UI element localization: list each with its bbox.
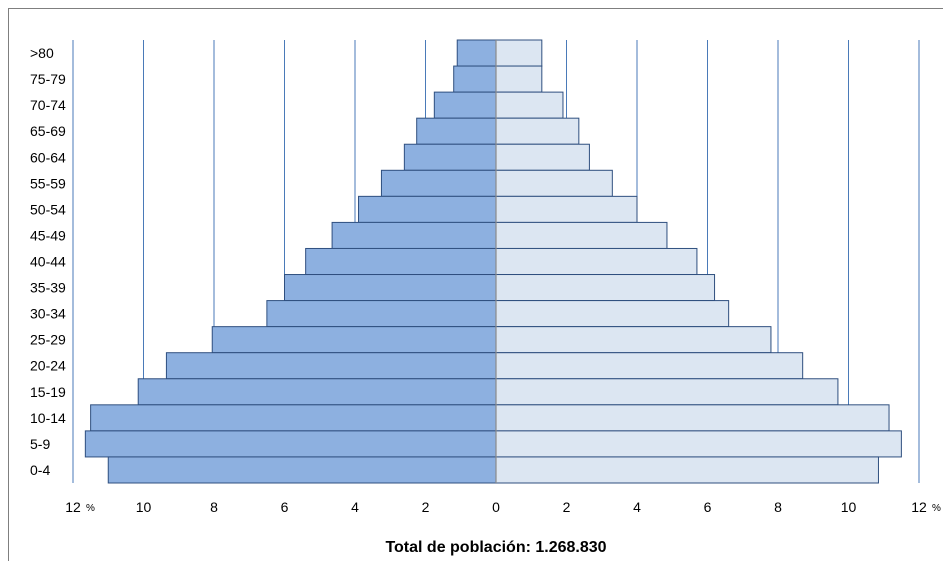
x-tick-label-5: 2 (422, 499, 430, 515)
bar-right-0 (495, 39, 543, 67)
x-tick-label-12: 12 (911, 499, 927, 515)
age-label-5: 55-59 (30, 175, 66, 191)
bar-left-1 (453, 65, 497, 93)
bar-right-5 (495, 169, 613, 197)
unit-label-right: % (932, 503, 941, 514)
bar-left-2 (433, 91, 497, 119)
x-axis-tick-labels: 12 10 8 6 4 2 0 2 4 6 8 10 12 (65, 499, 927, 515)
x-tick-label-7: 2 (563, 499, 571, 515)
bar-right-7 (495, 221, 668, 249)
x-tick-label-3: 6 (281, 499, 289, 515)
bar-right-6 (495, 195, 638, 223)
x-tick-label-1: 10 (136, 499, 152, 515)
bar-left-13 (137, 378, 497, 406)
x-tick-label-0: 12 (65, 499, 81, 515)
x-tick-label-8: 4 (633, 499, 641, 515)
age-label-11: 25-29 (30, 332, 66, 348)
x-tick-label-11: 10 (841, 499, 857, 515)
age-label-3: 65-69 (30, 123, 66, 139)
bar-left-12 (165, 352, 497, 380)
age-label-2: 70-74 (30, 97, 66, 113)
bar-left-9 (284, 274, 497, 302)
x-tick-label-6: 0 (492, 499, 500, 515)
age-label-1: 75-79 (30, 71, 66, 87)
age-label-4: 60-64 (30, 149, 66, 165)
x-tick-label-10: 8 (774, 499, 782, 515)
bar-left-14 (90, 404, 497, 432)
age-label-12: 20-24 (30, 358, 66, 374)
bar-left-11 (211, 326, 497, 354)
age-label-10: 30-34 (30, 306, 66, 322)
bar-left-4 (403, 143, 497, 171)
bar-right-15 (495, 430, 902, 458)
chart-frame (8, 8, 943, 561)
bar-left-3 (416, 117, 497, 145)
bar-right-1 (495, 65, 543, 93)
bar-right-2 (495, 91, 564, 119)
bars (84, 39, 902, 484)
bar-right-11 (495, 326, 772, 354)
age-label-13: 15-19 (30, 384, 66, 400)
x-tick-label-2: 8 (210, 499, 218, 515)
age-label-6: 50-54 (30, 201, 66, 217)
bar-left-8 (305, 247, 497, 276)
bar-right-16 (495, 456, 879, 484)
age-label-8: 40-44 (30, 254, 66, 270)
bar-left-0 (456, 39, 497, 67)
bar-right-3 (495, 117, 580, 145)
unit-label-left: % (86, 503, 95, 514)
age-label-9: 35-39 (30, 280, 66, 296)
bar-left-7 (331, 221, 497, 249)
bar-left-6 (358, 195, 497, 223)
age-label-14: 10-14 (30, 410, 66, 426)
age-label-16: 0-4 (30, 462, 50, 478)
bar-right-4 (495, 143, 590, 171)
bar-right-10 (495, 300, 730, 328)
bar-right-12 (495, 352, 804, 380)
age-group-labels: >80 75-79 70-74 65-69 60-64 55-59 50-54 45-49 40… (30, 45, 66, 478)
bar-right-8 (495, 247, 698, 276)
x-tick-label-4: 4 (351, 499, 359, 515)
age-label-15: 5-9 (30, 436, 50, 452)
chart-title: Total de población: 1.268.830 (385, 539, 606, 556)
bar-left-16 (107, 456, 497, 484)
bar-right-13 (495, 378, 839, 406)
bar-right-14 (495, 404, 890, 432)
age-label-7: 45-49 (30, 227, 66, 243)
bar-left-5 (380, 169, 497, 197)
x-tick-label-9: 6 (704, 499, 712, 515)
bar-left-10 (266, 300, 497, 328)
bar-right-9 (495, 274, 716, 302)
bar-left-15 (84, 430, 497, 458)
age-label-0: >80 (30, 45, 54, 61)
